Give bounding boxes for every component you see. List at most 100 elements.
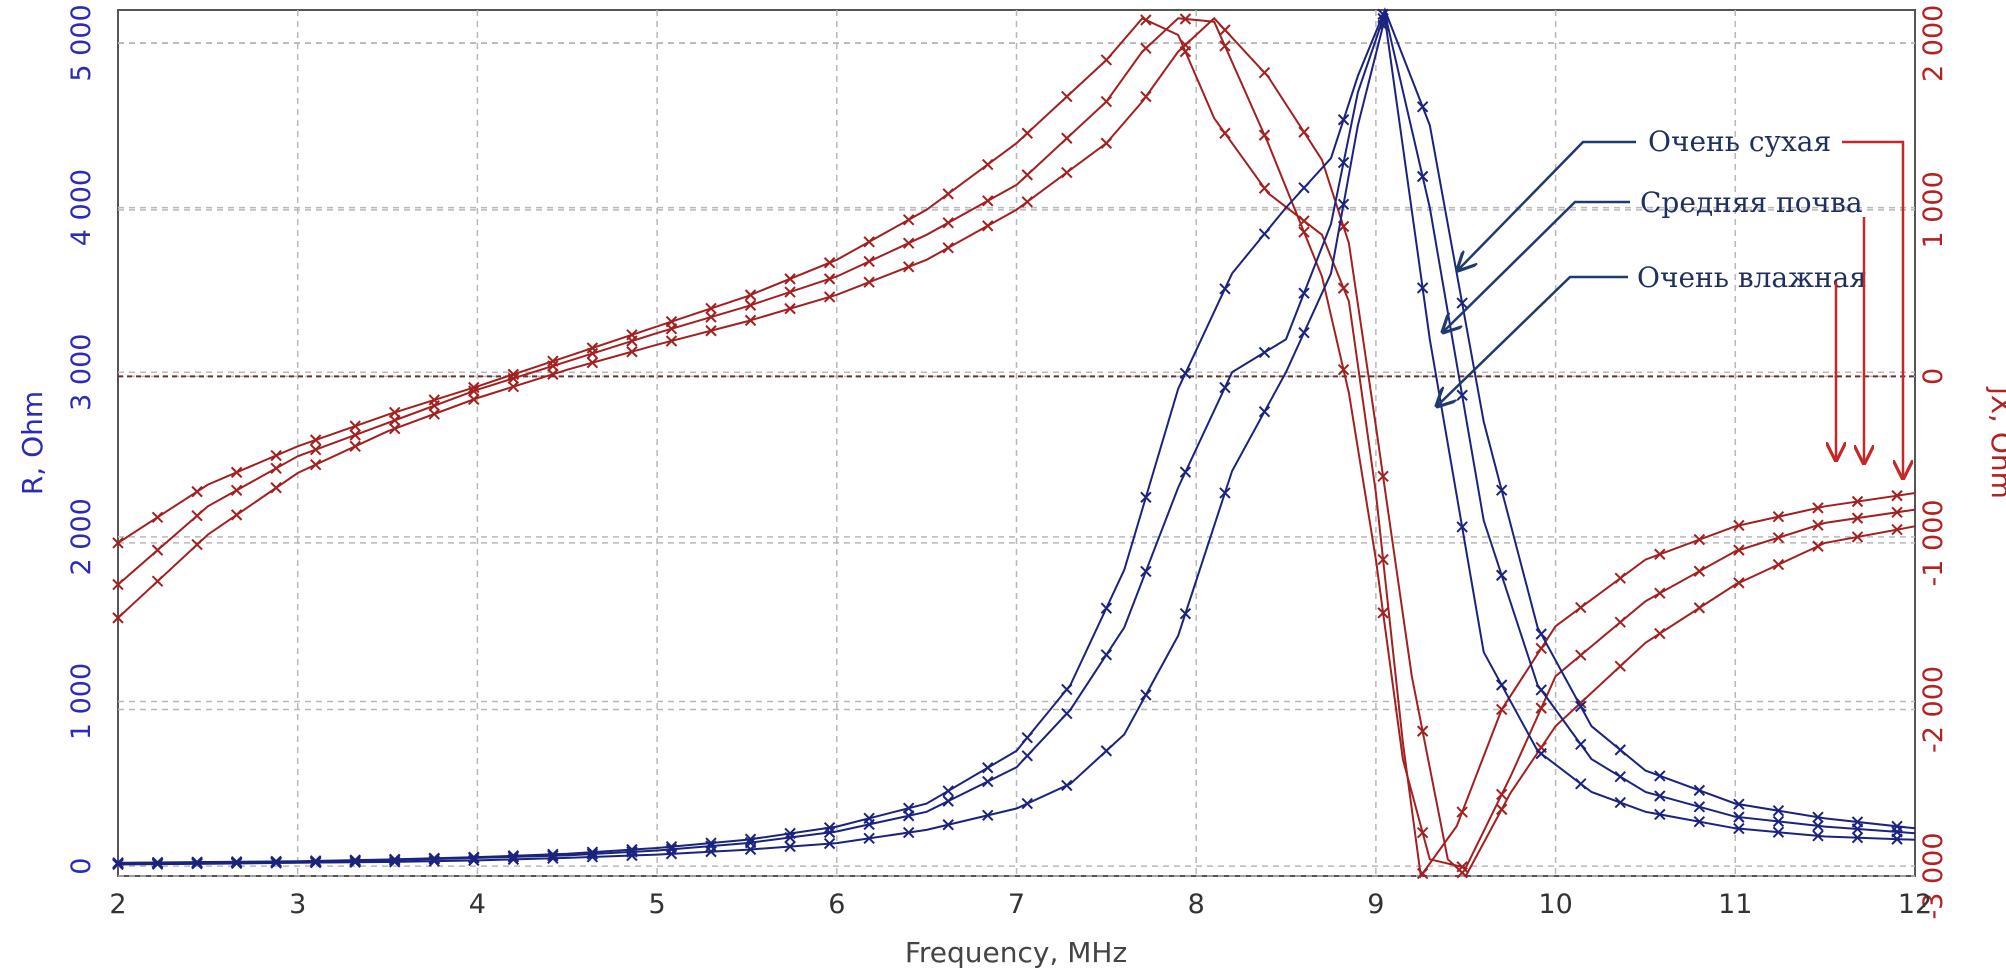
reactance-series-marker <box>1337 282 1350 294</box>
resistance-series-marker <box>547 852 559 864</box>
reactance-series-marker <box>1377 553 1389 566</box>
reactance-series-marker <box>309 443 322 456</box>
x-tick-label: 10 <box>1538 889 1572 920</box>
resistance-series-line <box>117 17 1916 866</box>
resistance-series-marker <box>1416 170 1429 183</box>
resistance-series-marker <box>1733 798 1745 810</box>
resistance-series-marker <box>309 856 322 869</box>
left-tick-label: 2 000 <box>66 498 97 575</box>
right-tick-label: 0 <box>1918 368 1949 385</box>
reactance-series-marker <box>1535 702 1547 714</box>
reactance-series-marker <box>586 357 599 369</box>
reactance-series-marker <box>230 466 243 479</box>
reactance-series-marker <box>744 314 757 327</box>
reactance-series-marker <box>151 575 164 587</box>
reactance-series-marker <box>1693 602 1706 614</box>
reactance-series-marker <box>863 255 875 268</box>
reactance-series-marker <box>744 299 757 311</box>
resistance-series-marker <box>1298 182 1310 194</box>
reactance-series-line <box>117 17 1916 879</box>
reactance-series-marker <box>1654 587 1666 599</box>
reactance-series-marker <box>626 346 638 358</box>
reactance-series-marker <box>1258 129 1271 141</box>
resistance-series-marker <box>1575 700 1587 713</box>
reactance-series-marker <box>1772 531 1785 544</box>
reactance-series-marker <box>151 511 164 523</box>
reactance-series-marker <box>1061 132 1073 144</box>
reactance-series-marker <box>270 482 282 494</box>
x-tick-label: 3 <box>289 889 306 920</box>
reactance-series-marker <box>982 195 994 207</box>
x-tick-label: 9 <box>1367 889 1384 920</box>
reactance-series-marker <box>1772 510 1785 523</box>
reactance-series-marker <box>191 509 203 522</box>
resistance-series-marker <box>230 857 243 870</box>
resistance-series-marker <box>863 818 875 831</box>
resistance-series-marker <box>784 840 796 853</box>
reactance-series-marker <box>863 236 875 248</box>
resistance-series-marker <box>1495 679 1508 691</box>
reactance-series-marker <box>1140 42 1152 55</box>
reactance-series-line <box>117 16 1916 878</box>
resistance-series-marker <box>1851 831 1864 844</box>
resistance-series-marker <box>1495 484 1508 496</box>
reactance-series-marker <box>863 276 875 288</box>
reactance-series-marker <box>1851 512 1864 524</box>
reactance-series-marker <box>349 420 361 432</box>
reactance-series-marker <box>1654 548 1666 560</box>
resistance-series-marker <box>1812 830 1824 842</box>
reactance-series-marker <box>902 214 915 226</box>
grid-lines <box>118 10 1915 877</box>
resistance-series-line <box>117 7 1916 864</box>
resistance-series-marker <box>784 831 796 844</box>
reactance-series-marker <box>191 538 203 551</box>
reactance-series-marker <box>1377 470 1389 483</box>
resistance-series-marker <box>1495 569 1508 581</box>
reactance-series-marker <box>1021 127 1033 139</box>
reactance-series-marker <box>744 289 757 301</box>
left-axis-ticks: 0 1 000 2 000 3 000 4 000 5 000 <box>66 4 97 874</box>
resistance-series-marker <box>942 785 954 797</box>
resistance-series-3 <box>112 17 1916 871</box>
resistance-series-marker <box>1614 770 1626 783</box>
right-tick-label: -3 000 <box>1918 832 1949 919</box>
right-axis-ticks: 2 000 1 000 0 -1 000 -2 000 -3 000 <box>1918 5 1949 920</box>
resistance-series-marker <box>1535 747 1547 760</box>
reactance-series-marker <box>1891 506 1903 518</box>
reactance-series-marker <box>468 393 480 406</box>
reactance-series-marker <box>665 335 678 347</box>
left-tick-label: 4 000 <box>66 169 97 246</box>
right-tick-label: -2 000 <box>1918 666 1949 753</box>
reactance-series-marker <box>1219 24 1231 36</box>
reactance-series-group <box>112 13 1916 880</box>
reactance-series-marker <box>1891 489 1903 502</box>
reactance-series-marker <box>112 612 124 624</box>
reactance-series-marker <box>507 381 520 393</box>
reactance-series-marker <box>1100 95 1113 108</box>
reactance-series-marker <box>1772 558 1785 571</box>
left-tick-label: 5 000 <box>66 4 97 81</box>
resistance-series-marker <box>1535 684 1547 696</box>
resistance-series-marker <box>1219 283 1231 295</box>
resistance-series-marker <box>823 826 836 839</box>
x-tick-label: 4 <box>469 889 486 920</box>
resistance-series-marker <box>1654 770 1666 782</box>
resistance-series-marker <box>1021 750 1033 762</box>
reactance-series-marker <box>1851 495 1864 508</box>
reactance-series-marker <box>705 302 717 315</box>
x-axis-ticks: 2 3 4 5 6 7 8 9 10 11 12 <box>109 889 1932 920</box>
reactance-series-marker <box>1495 703 1508 716</box>
reactance-series-marker <box>1812 540 1824 552</box>
resistance-series-marker <box>1179 466 1192 478</box>
reactance-series-marker <box>1377 607 1389 619</box>
resistance-series-marker <box>586 846 599 858</box>
reactance-series-marker <box>902 261 915 273</box>
resistance-series-marker <box>1337 156 1350 169</box>
reactance-series-marker <box>1733 544 1745 556</box>
reactance-series-marker <box>1654 627 1666 640</box>
arrow-average-soil <box>1443 200 1630 332</box>
reactance-series-3 <box>112 16 1916 879</box>
reactance-series-marker <box>309 458 322 471</box>
right-tick-label: -1 000 <box>1918 499 1949 586</box>
resistance-series-marker <box>1298 326 1310 339</box>
